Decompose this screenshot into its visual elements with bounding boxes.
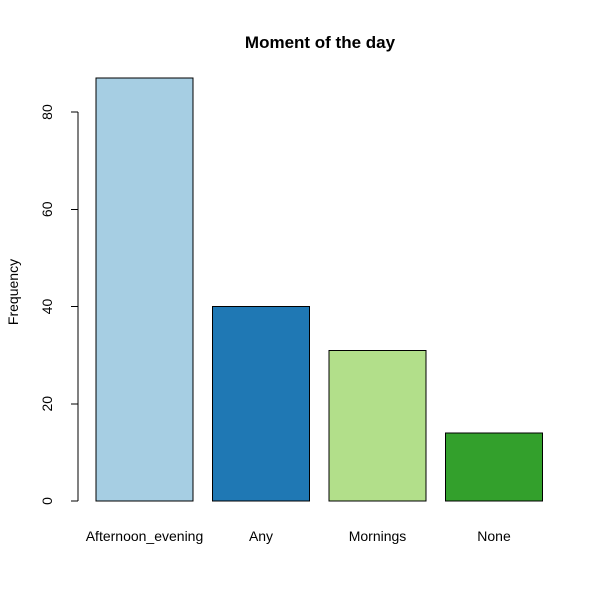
bar-any (212, 306, 310, 502)
bar-afternoon-evening (95, 77, 194, 502)
y-tick-label: 60 (39, 201, 55, 217)
y-tick-label: 0 (39, 497, 55, 505)
x-tick-label: None (477, 528, 511, 544)
y-tick-label: 20 (39, 396, 55, 412)
bar-none (445, 432, 543, 502)
x-tick-label: Afternoon_evening (86, 528, 204, 544)
x-axis-labels: Afternoon_evening Any Mornings None (86, 528, 511, 544)
y-tick-label: 80 (39, 104, 55, 120)
chart-title: Moment of the day (245, 33, 396, 52)
x-tick-label: Mornings (349, 528, 407, 544)
y-axis-label: Frequency (5, 259, 21, 325)
y-axis: 0 20 40 60 80 (39, 104, 79, 505)
bars (95, 77, 543, 502)
bar-mornings (328, 349, 427, 502)
x-tick-label: Any (249, 528, 273, 544)
y-tick-label: 40 (39, 299, 55, 315)
